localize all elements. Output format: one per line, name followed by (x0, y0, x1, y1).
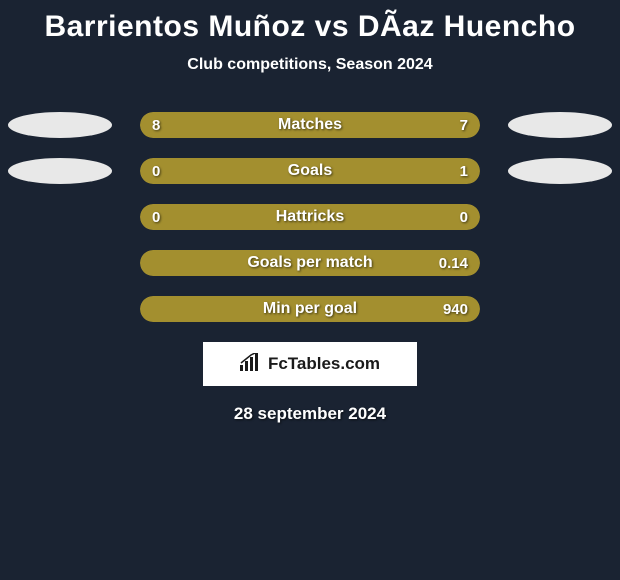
stat-value-left: 8 (152, 112, 160, 138)
stat-label: Hattricks (140, 204, 480, 230)
stat-label: Goals per match (140, 250, 480, 276)
date-label: 28 september 2024 (0, 404, 620, 424)
player-left-ellipse (8, 112, 112, 138)
stats-comparison-container: Barrientos Muñoz vs DÃ­az Huencho Club c… (0, 0, 620, 424)
stat-label: Min per goal (140, 296, 480, 322)
stat-row: Matches8 7 (0, 112, 620, 138)
stat-value-left: 0 (152, 204, 160, 230)
page-title: Barrientos Muñoz vs DÃ­az Huencho (0, 10, 620, 44)
player-right-ellipse (508, 112, 612, 138)
page-subtitle: Club competitions, Season 2024 (0, 56, 620, 74)
stat-bar: Goals0 1 (140, 158, 480, 184)
stat-bar: Hattricks0 0 (140, 204, 480, 230)
logo-text: FcTables.com (268, 354, 380, 374)
stat-bar: Goals per match0.14 (140, 250, 480, 276)
stat-value-right: 940 (443, 296, 468, 322)
stat-value-left: 0 (152, 158, 160, 184)
logo-inner: FcTables.com (240, 353, 380, 376)
stat-value-right: 0.14 (439, 250, 468, 276)
stat-label: Matches (140, 112, 480, 138)
stat-row: Min per goal940 (0, 296, 620, 322)
stat-value-right: 7 (460, 112, 468, 138)
stat-rows: Matches87Goals01Hattricks00Goals per mat… (0, 112, 620, 322)
stat-bar: Matches8 7 (140, 112, 480, 138)
stat-row: Hattricks0 0 (0, 204, 620, 230)
logo-chart-icon (240, 353, 262, 376)
logo-box[interactable]: FcTables.com (203, 342, 417, 386)
stat-label: Goals (140, 158, 480, 184)
stat-row: Goals0 1 (0, 158, 620, 184)
stat-row: Goals per match0.14 (0, 250, 620, 276)
player-right-ellipse (508, 158, 612, 184)
stat-value-right: 1 (460, 158, 468, 184)
player-left-ellipse (8, 158, 112, 184)
stat-bar: Min per goal940 (140, 296, 480, 322)
stat-value-right: 0 (460, 204, 468, 230)
